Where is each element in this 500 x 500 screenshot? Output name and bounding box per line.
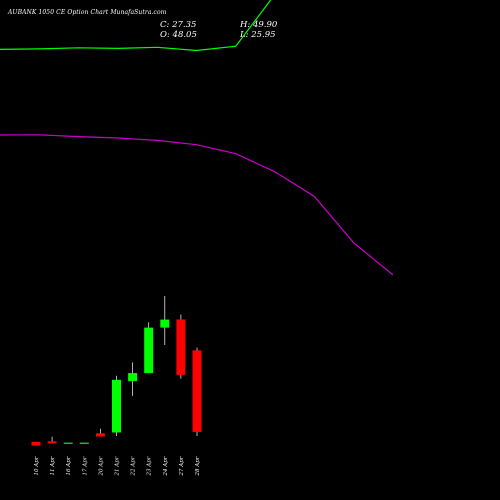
candle-up xyxy=(63,442,73,444)
x-tick-label: 17 Apr xyxy=(82,456,88,475)
candle-up xyxy=(144,327,154,374)
x-tick-label: 28 Apr xyxy=(195,456,201,476)
high-value: H: 49.90 xyxy=(240,20,278,30)
candle-down xyxy=(95,433,105,437)
upper-band-line xyxy=(0,0,272,52)
x-tick-label: 27 Apr xyxy=(179,456,185,476)
lower-band-line xyxy=(0,134,394,276)
candle-up xyxy=(112,379,121,433)
x-tick-label: 11 Apr xyxy=(50,456,56,475)
x-tick-label: 20 Apr xyxy=(98,456,104,476)
chart-title: AUBANK 1050 CE Option Chart MunafaSutra.… xyxy=(8,9,167,16)
x-tick-label: 22 Apr xyxy=(131,456,137,476)
x-tick-label: 24 Apr xyxy=(163,456,169,476)
x-tick-label: 10 Apr xyxy=(34,456,40,475)
x-tick-label: 16 Apr xyxy=(66,456,72,475)
x-tick-label: 23 Apr xyxy=(147,456,153,476)
low-value: L: 25.95 xyxy=(240,30,276,40)
candle-down xyxy=(47,441,57,444)
candle-down xyxy=(192,350,202,432)
candle-down xyxy=(176,319,186,375)
x-tick-label: 21 Apr xyxy=(115,456,121,476)
candle-up xyxy=(160,319,170,328)
open-value: O: 48.05 xyxy=(160,30,197,40)
close-value: C: 27.35 xyxy=(160,20,197,30)
candle-up xyxy=(79,442,89,444)
candle-up xyxy=(128,373,138,382)
candle-down xyxy=(31,441,41,446)
